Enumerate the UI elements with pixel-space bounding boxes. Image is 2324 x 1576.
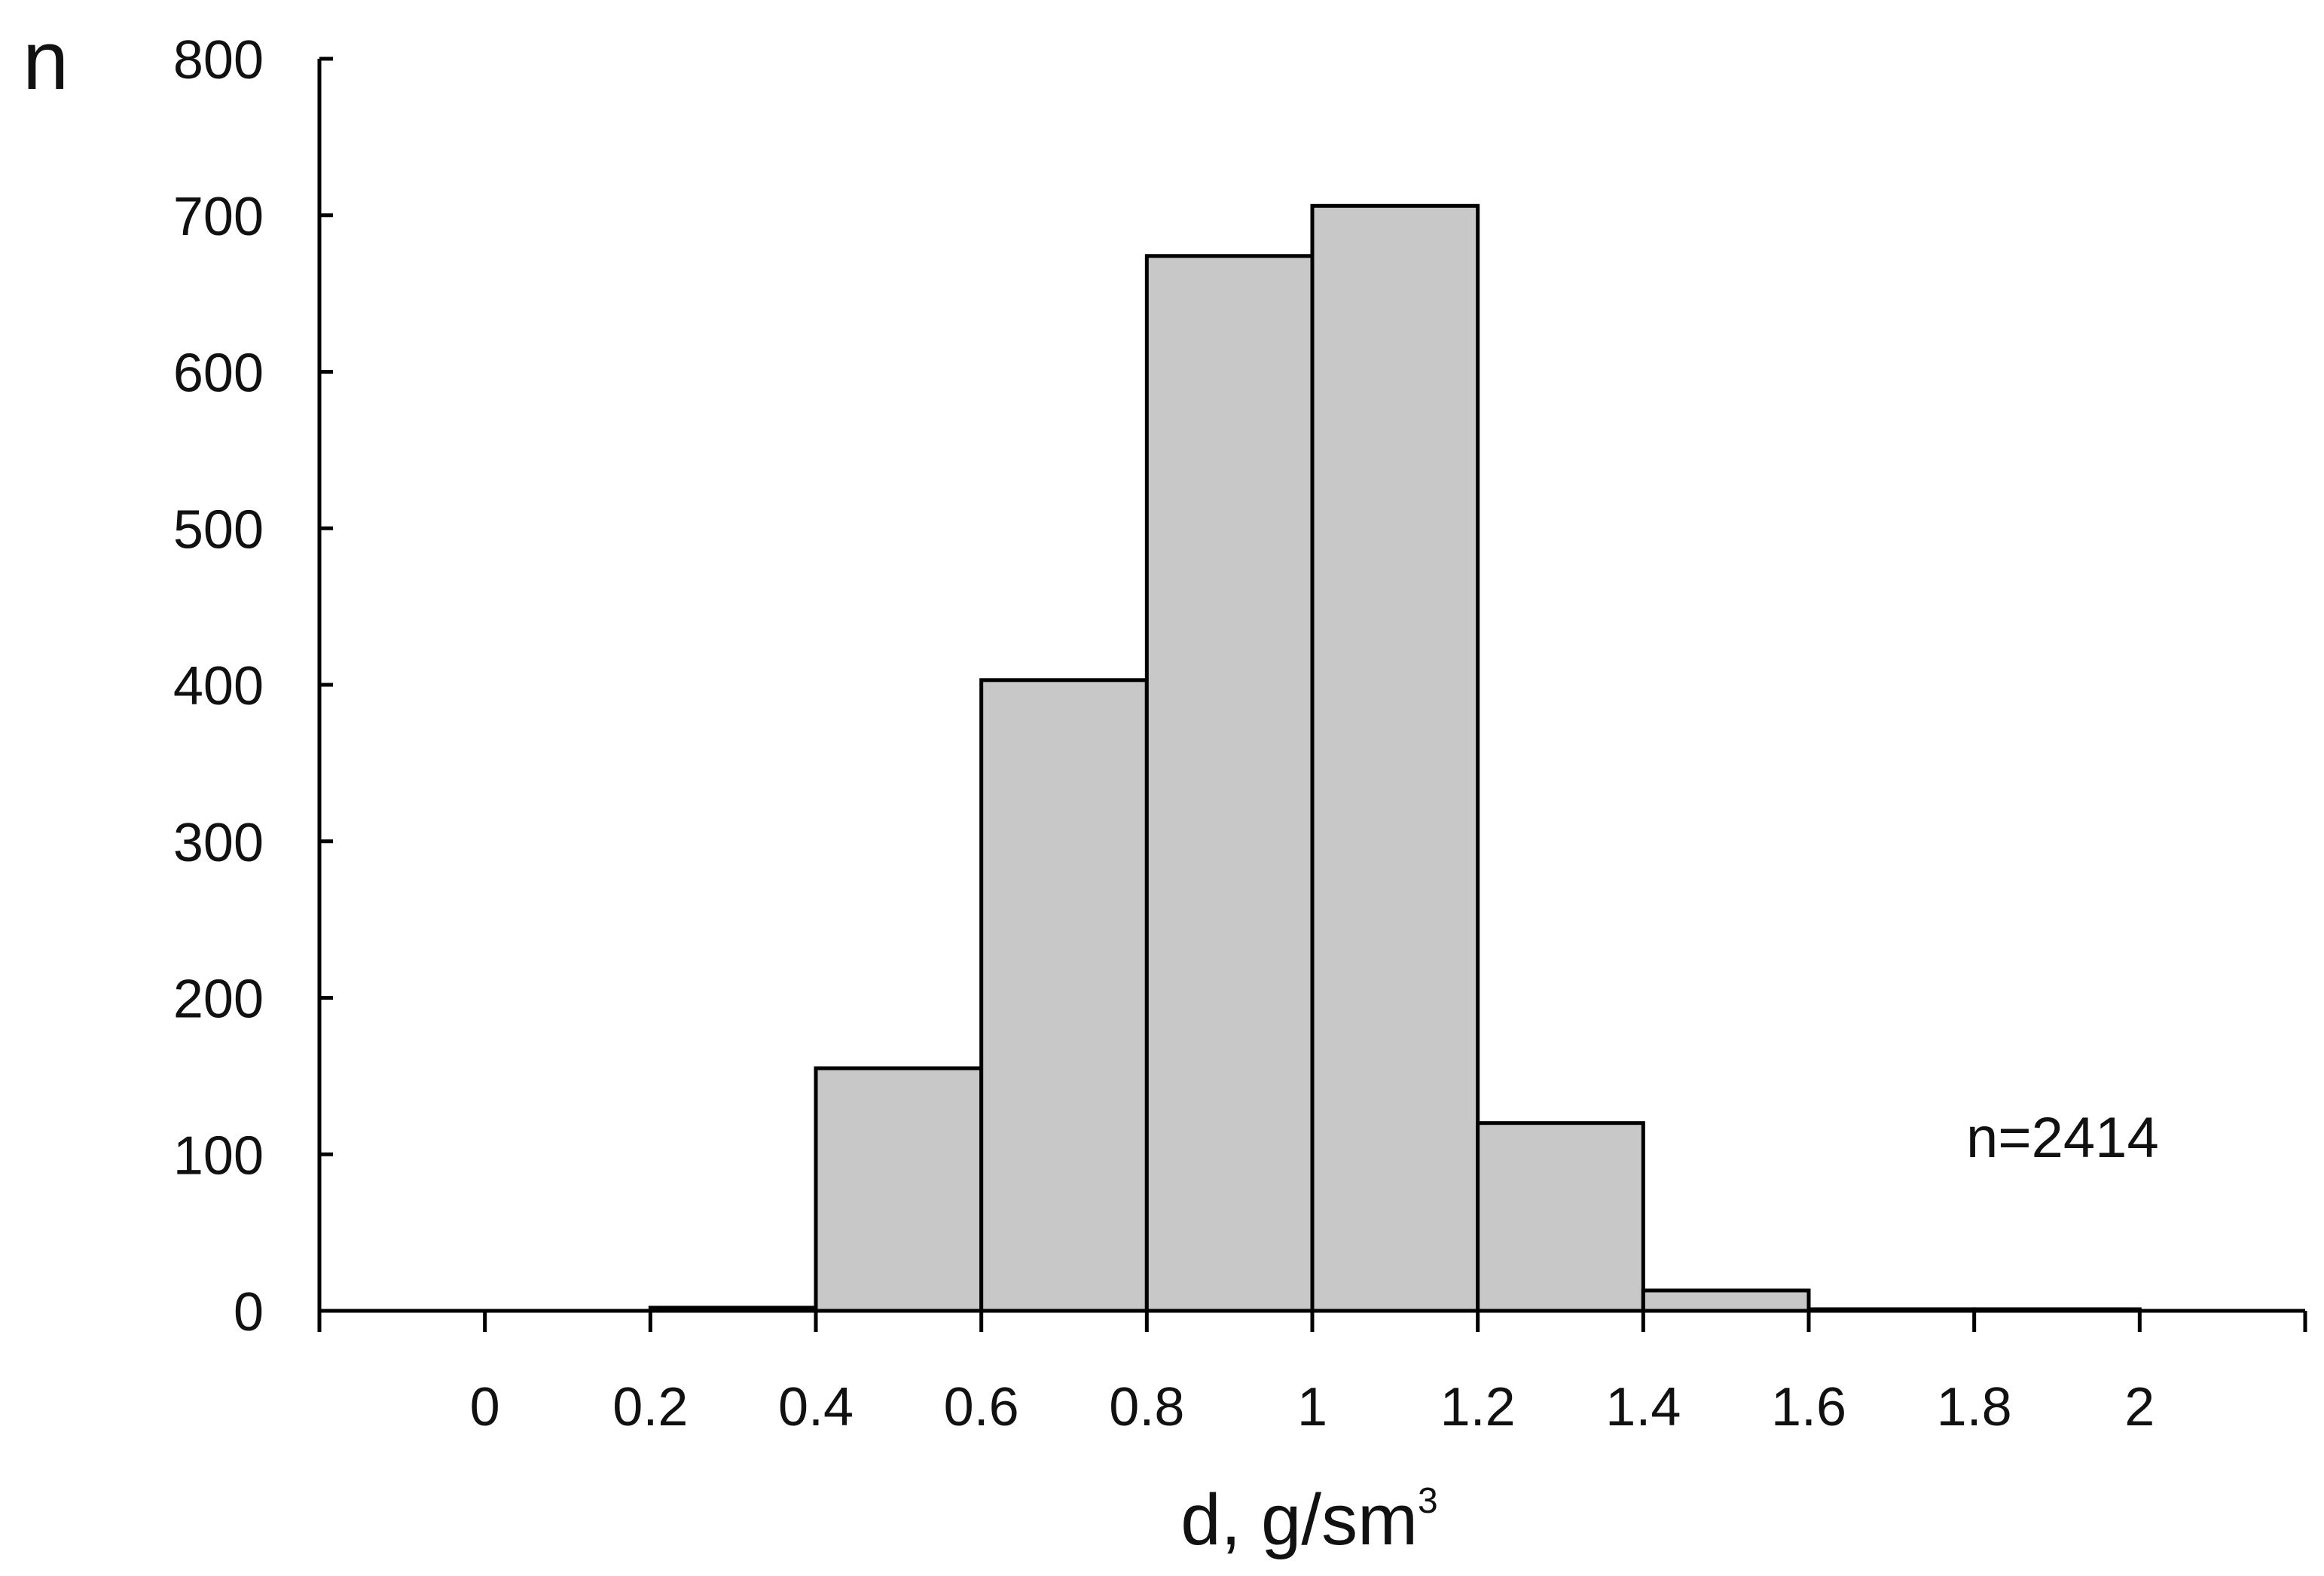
x-tick-label: 1.2: [1440, 1377, 1516, 1437]
x-axis-label-superscript: 3: [1418, 1481, 1438, 1521]
y-tick-label: 500: [173, 499, 264, 560]
y-tick-label: 200: [173, 970, 264, 1030]
x-axis-label-text: d, g/sm: [1180, 1480, 1418, 1560]
x-tick-label: 2: [2124, 1377, 2155, 1437]
x-tick-label: 1: [1297, 1377, 1327, 1437]
x-tick-label: 0: [470, 1377, 500, 1437]
histogram-bar-5: [1476, 1121, 1645, 1313]
bars-group: [648, 203, 2142, 1313]
x-ticks-group: 0 0.2 0.4 0.6 0.8 1 1.2 1.4 1.6 1.8 2: [317, 1311, 2307, 1437]
histogram-bar-3: [1144, 254, 1315, 1313]
x-tick-label: 0.2: [612, 1377, 688, 1437]
sample-size-annotation: n=2414: [1966, 1106, 2159, 1170]
histogram-bar-2: [979, 678, 1149, 1313]
histogram-bar-6: [1641, 1288, 1811, 1313]
y-tick-label: 0: [234, 1282, 264, 1342]
x-tick-label: 0.6: [944, 1377, 1019, 1437]
x-tick-label: 1.8: [1937, 1377, 2012, 1437]
histogram-bar-4: [1310, 203, 1480, 1313]
x-tick-label: 0.8: [1109, 1377, 1184, 1437]
y-tick-label: 800: [173, 30, 264, 90]
x-tick-label: 1.6: [1771, 1377, 1846, 1437]
y-ticks-group: 0 100 200 300 400 500 600 700 800: [173, 30, 333, 1342]
y-tick-label: 300: [173, 813, 264, 873]
histogram-bar-1: [814, 1066, 984, 1313]
x-tick-label: 1.4: [1605, 1377, 1681, 1437]
x-tick-label: 0.4: [778, 1377, 854, 1437]
y-tick-label: 400: [173, 656, 264, 716]
y-tick-label: 700: [173, 187, 264, 247]
y-tick-label: 600: [173, 344, 264, 404]
y-tick-label: 100: [173, 1125, 264, 1186]
y-axis-label: n: [23, 14, 69, 107]
x-axis-label: d, g/sm3: [1180, 1480, 1437, 1560]
